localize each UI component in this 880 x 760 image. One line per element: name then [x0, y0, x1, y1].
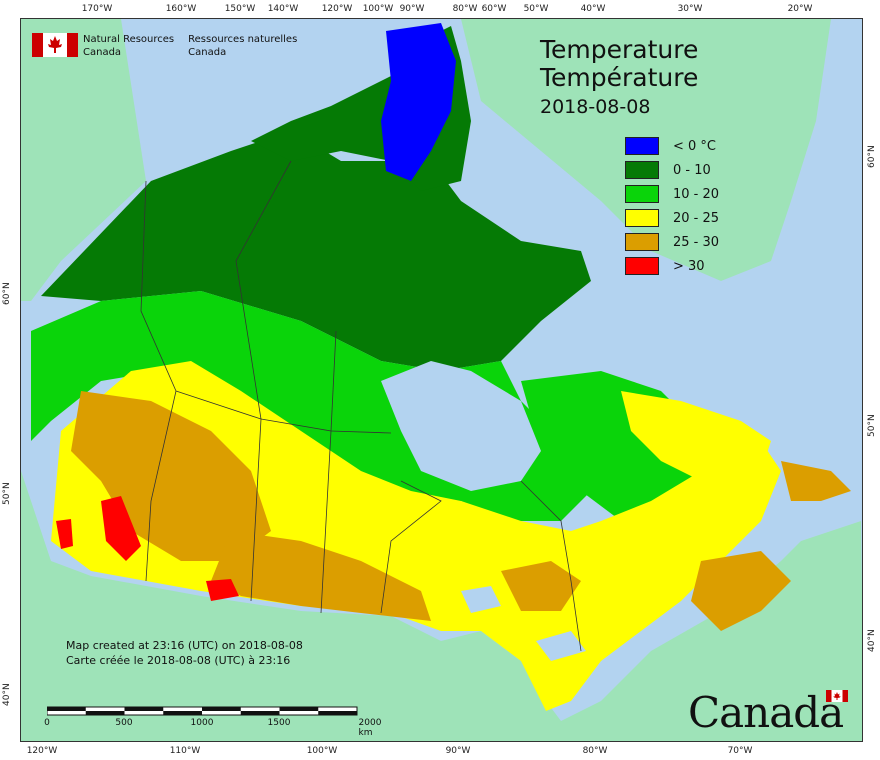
left-tick-label: 40°N: [2, 683, 12, 706]
zone-25-30-newfoundland: [781, 461, 851, 501]
legend-label: 20 - 25: [673, 210, 720, 226]
bottom-tick-label: 80°W: [582, 746, 608, 756]
zone-25-30-ontario: [501, 561, 581, 611]
scale-label: 2000 km: [358, 718, 382, 738]
alaska-land: [21, 19, 146, 301]
provincial-boundaries: [140, 160, 582, 652]
scale-bar: 0 500 1000 1500 2000 km: [44, 704, 381, 738]
top-tick-label: 90°W: [399, 4, 425, 14]
top-tick-label: 170°W: [81, 4, 113, 14]
top-tick-label: 60°W: [481, 4, 507, 14]
top-tick-label: 30°W: [677, 4, 703, 14]
zone-below-0: [381, 23, 456, 181]
legend-label: 25 - 30: [673, 234, 720, 250]
scale-label: 1500: [267, 718, 291, 728]
right-tick-label: 50°N: [867, 414, 877, 437]
legend-item: > 30: [625, 255, 719, 277]
legend-item: < 0 °C: [625, 135, 719, 157]
usa-land: [21, 471, 862, 741]
title-en: Temperature: [540, 35, 699, 64]
top-tick-label: 20°W: [787, 4, 813, 14]
title-date: 2018-08-08: [540, 96, 651, 118]
scale-bar-graphic: [46, 706, 358, 716]
left-tick-label: 60°N: [2, 282, 12, 305]
legend-label: < 0 °C: [673, 138, 717, 154]
bottom-tick-label: 100°W: [306, 746, 338, 756]
top-tick-label: 100°W: [362, 4, 394, 14]
canada-wordmark: Canada: [688, 688, 844, 737]
map-title: Temperature Température 2018-08-08: [540, 36, 698, 120]
scale-label: 500: [115, 718, 133, 728]
legend-swatch: [625, 257, 659, 275]
legend-swatch: [625, 137, 659, 155]
map-credits: Map created at 23:16 (UTC) on 2018-08-08…: [66, 638, 303, 668]
scale-label: 0: [44, 718, 50, 728]
zone-above-30-bc: [101, 496, 141, 561]
temperature-map-svg: [21, 19, 862, 741]
nrcan-signature: Natural Resources Canada Ressources natu…: [32, 33, 297, 59]
legend-swatch: [625, 233, 659, 251]
right-tick-label: 60°N: [867, 145, 877, 168]
bottom-tick-label: 110°W: [169, 746, 201, 756]
top-tick-label: 120°W: [321, 4, 353, 14]
org-name-en: Natural Resources Canada: [83, 33, 174, 59]
bottom-tick-label: 70°W: [727, 746, 753, 756]
zone-above-30-coast: [56, 519, 73, 549]
zone-0-10: [41, 131, 591, 371]
zone-above-30-prairies: [206, 579, 239, 601]
legend-swatch: [625, 209, 659, 227]
legend-item: 25 - 30: [625, 231, 719, 253]
org-en-line2: Canada: [83, 47, 122, 58]
left-tick-label: 50°N: [2, 482, 12, 505]
legend-item: 10 - 20: [625, 183, 719, 205]
top-tick-label: 80°W: [452, 4, 478, 14]
map-canvas[interactable]: [20, 18, 863, 742]
org-en-line1: Natural Resources: [83, 34, 175, 45]
legend-item: 20 - 25: [625, 207, 719, 229]
wordmark-flag-icon: [826, 690, 848, 702]
legend-label: 0 - 10: [673, 162, 711, 178]
lake-superior: [461, 586, 501, 613]
hudson-bay: [381, 361, 541, 491]
bottom-tick-label: 120°W: [26, 746, 58, 756]
top-tick-label: 150°W: [224, 4, 256, 14]
zone-20-25-labrador: [621, 391, 771, 481]
credit-en: Map created at 23:16 (UTC) on 2018-08-08: [66, 639, 303, 652]
bottom-tick-label: 90°W: [445, 746, 471, 756]
zone-25-30-maritimes: [691, 551, 791, 631]
legend-label: 10 - 20: [673, 186, 720, 202]
title-fr: Température: [540, 63, 699, 92]
top-tick-label: 50°W: [523, 4, 549, 14]
right-tick-label: 40°N: [867, 629, 877, 652]
zone-20-25: [51, 361, 781, 711]
legend: < 0 °C 0 - 10 10 - 20 20 - 25 25 - 30 > …: [625, 135, 719, 279]
top-tick-label: 40°W: [580, 4, 606, 14]
legend-swatch: [625, 161, 659, 179]
zone-25-30-prairies: [211, 531, 431, 621]
zone-25-30-west: [71, 391, 271, 561]
org-name-fr: Ressources naturelles Canada: [188, 33, 297, 59]
legend-label: > 30: [673, 258, 705, 274]
org-fr-line1: Ressources naturelles: [188, 34, 298, 45]
scale-label: 1000: [190, 718, 214, 728]
legend-swatch: [625, 185, 659, 203]
canada-flag-icon: [32, 33, 78, 57]
legend-item: 0 - 10: [625, 159, 719, 181]
org-fr-line2: Canada: [188, 47, 227, 58]
lake-huron: [536, 631, 586, 661]
credit-fr: Carte créée le 2018-08-08 (UTC) à 23:16: [66, 654, 291, 667]
top-tick-label: 160°W: [165, 4, 197, 14]
top-tick-label: 140°W: [267, 4, 299, 14]
